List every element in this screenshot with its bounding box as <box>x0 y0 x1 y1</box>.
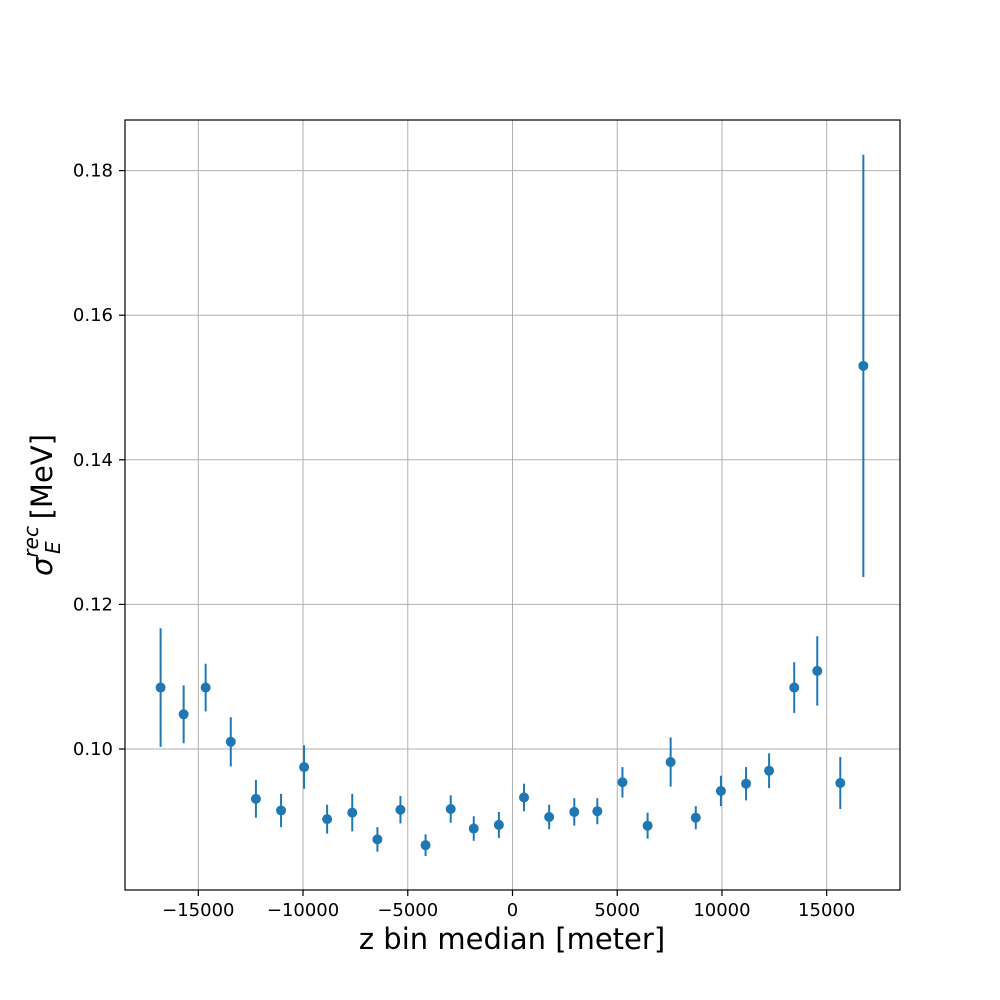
data-series <box>155 154 869 857</box>
data-point <box>690 812 701 823</box>
x-tick-label: 15000 <box>798 900 855 921</box>
x-tick-label: 5000 <box>594 900 640 921</box>
data-point <box>642 820 653 831</box>
x-axis-title: z bin median [meter] <box>359 922 665 956</box>
x-tick-label: 10000 <box>693 900 750 921</box>
y-tick-label: 0.14 <box>73 450 113 471</box>
y-axis-unit: [MeV] <box>25 434 59 519</box>
data-point <box>322 814 333 825</box>
data-point <box>617 777 628 788</box>
data-point <box>372 834 383 845</box>
y-tick-label: 0.10 <box>73 739 113 760</box>
axis-ticks: −15000 −10000 −5000 0 5000 10000 15000 0.10 0.12… <box>73 161 855 921</box>
data-point <box>665 757 676 768</box>
data-point <box>178 709 189 720</box>
data-point <box>420 840 431 851</box>
y-tick-label: 0.12 <box>73 594 113 615</box>
data-point <box>250 793 261 804</box>
x-tick-label: −10000 <box>267 900 339 921</box>
y-axis-title: σrecE [MeV] <box>19 434 65 576</box>
data-point <box>200 682 211 693</box>
data-point <box>276 805 287 816</box>
data-point <box>741 778 752 789</box>
data-point <box>764 765 775 776</box>
y-tick-label: 0.16 <box>73 305 113 326</box>
y-axis-superscript: rec <box>19 526 43 558</box>
x-tick-label: 0 <box>507 900 518 921</box>
data-point <box>519 792 530 803</box>
x-tick-label: −5000 <box>377 900 438 921</box>
data-point <box>445 804 456 815</box>
grid-lines <box>125 120 900 890</box>
data-point <box>715 785 726 796</box>
data-point <box>858 360 869 371</box>
x-tick-label: −15000 <box>162 900 234 921</box>
data-point <box>493 819 504 830</box>
data-point <box>835 777 846 788</box>
y-axis-symbol: σ <box>25 556 59 576</box>
data-point <box>789 682 800 693</box>
data-point <box>155 682 166 693</box>
data-point <box>569 806 580 817</box>
data-point <box>299 762 310 773</box>
data-point <box>592 806 603 817</box>
data-point <box>544 811 555 822</box>
y-axis-subscript: E <box>41 541 65 554</box>
data-point <box>812 665 823 676</box>
data-point <box>347 807 358 818</box>
data-point <box>225 736 236 747</box>
data-point <box>395 804 406 815</box>
y-tick-label: 0.18 <box>73 161 113 182</box>
data-point <box>468 823 479 834</box>
